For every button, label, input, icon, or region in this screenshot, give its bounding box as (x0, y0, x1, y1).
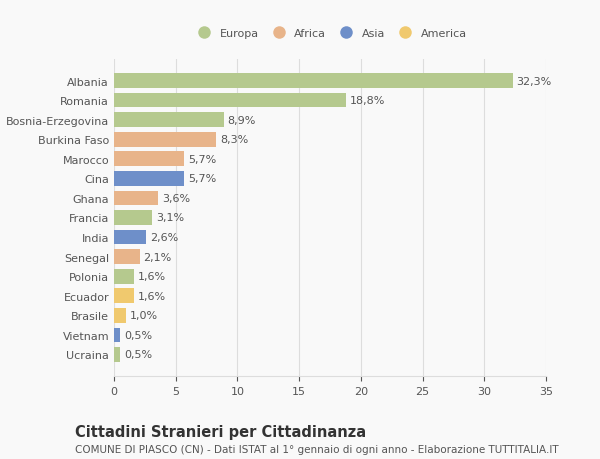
Bar (114, 172, 184, 186)
Bar (114, 133, 217, 147)
Text: COMUNE DI PIASCO (CN) - Dati ISTAT al 1° gennaio di ogni anno - Elaborazione TUT: COMUNE DI PIASCO (CN) - Dati ISTAT al 1°… (75, 444, 559, 454)
Text: 1,6%: 1,6% (137, 272, 166, 281)
Text: 32,3%: 32,3% (517, 76, 551, 86)
Bar (114, 152, 184, 167)
Text: 5,7%: 5,7% (188, 174, 217, 184)
Bar (114, 191, 158, 206)
Bar (114, 230, 146, 245)
Text: 18,8%: 18,8% (350, 96, 385, 106)
Bar (114, 328, 120, 342)
Bar (114, 113, 224, 128)
Text: 3,1%: 3,1% (156, 213, 184, 223)
Bar (114, 269, 134, 284)
Text: 8,9%: 8,9% (227, 115, 256, 125)
Text: 1,6%: 1,6% (137, 291, 166, 301)
Text: Cittadini Stranieri per Cittadinanza: Cittadini Stranieri per Cittadinanza (75, 425, 366, 440)
Text: 1,0%: 1,0% (130, 311, 158, 321)
Text: 0,5%: 0,5% (124, 350, 152, 360)
Bar (114, 94, 346, 108)
Bar (114, 250, 140, 264)
Bar (114, 308, 127, 323)
Text: 2,6%: 2,6% (150, 233, 178, 242)
Text: 0,5%: 0,5% (124, 330, 152, 340)
Bar (114, 347, 120, 362)
Bar (114, 74, 512, 89)
Text: 2,1%: 2,1% (143, 252, 172, 262)
Bar (114, 289, 134, 303)
Text: 5,7%: 5,7% (188, 155, 217, 164)
Bar (114, 211, 152, 225)
Legend: Europa, Africa, Asia, America: Europa, Africa, Asia, America (188, 24, 472, 43)
Text: 3,6%: 3,6% (162, 194, 190, 203)
Text: 8,3%: 8,3% (220, 135, 248, 145)
